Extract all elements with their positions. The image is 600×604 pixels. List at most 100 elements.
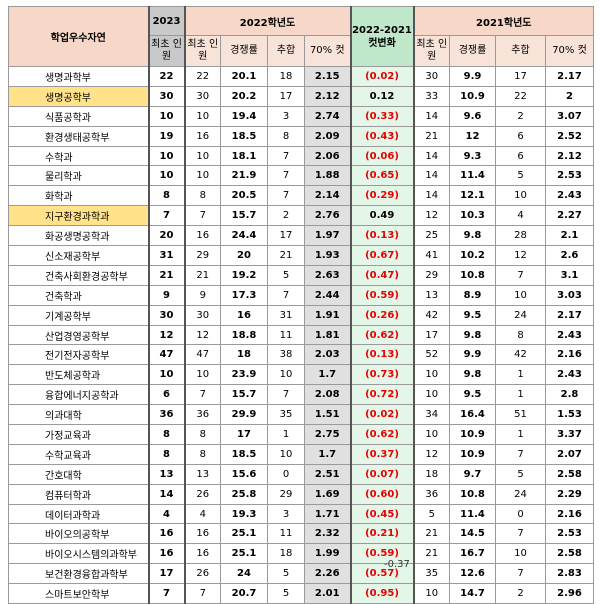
quota-2021-cell: 25 — [413, 225, 450, 247]
competition-2022-cell: 19.3 — [220, 503, 268, 525]
additional-2021-cell: 22 — [495, 85, 546, 107]
quota-2023-cell: 17 — [147, 563, 185, 585]
competition-2022-cell: 20.7 — [220, 583, 268, 604]
quota-2021-cell: 52 — [413, 344, 450, 366]
quota-2023-cell: 21 — [147, 264, 185, 286]
quota-2023-cell: 9 — [147, 284, 185, 306]
k22-header: 70% 컷 — [304, 35, 351, 67]
competition-2022-cell: 15.7 — [220, 205, 268, 227]
competition-2022-cell: 25.8 — [220, 483, 268, 505]
competition-2021-cell: 10.9 — [449, 85, 496, 107]
major-header: 학업우수자연 — [8, 6, 149, 67]
major-cell: 신소재공학부 — [8, 245, 149, 266]
quota-2023-cell: 47 — [147, 344, 185, 366]
quota-2022-cell: 16 — [183, 125, 221, 147]
cut70-2021-cell: 2.43 — [545, 185, 594, 207]
quota-2021-cell: 17 — [413, 324, 450, 346]
cut70-2022-cell: 1.88 — [304, 165, 351, 187]
competition-2022-cell: 18 — [220, 344, 268, 366]
table-body: 생명과학부 22 22 20.1 18 2.15 (0.02) 30 9.9 17 2.17 생명공학… — [8, 66, 594, 604]
competition-2022-cell: 25.1 — [220, 523, 268, 545]
table-row: 환경생태공학부 19 16 18.5 8 2.09 (0.43) 21 12 6 2.52 — [8, 125, 594, 147]
competition-2021-cell: 9.9 — [449, 66, 496, 87]
competition-2022-cell: 18.1 — [220, 145, 268, 167]
additional-2021-cell: 17 — [495, 66, 546, 87]
cut-change-cell: (0.43) — [349, 125, 415, 147]
quota-2021-cell: 34 — [413, 404, 450, 426]
quota-2023-cell: 7 — [147, 583, 185, 604]
additional-2021-cell: 8 — [495, 324, 546, 346]
cut70-2021-cell: 2.8 — [545, 384, 594, 406]
cut70-2022-cell: 2.51 — [304, 463, 351, 485]
cut70-2022-cell: 2.08 — [304, 384, 351, 406]
major-cell: 식품공학과 — [8, 105, 149, 127]
additional-2021-cell: 12 — [495, 245, 546, 266]
additional-2022-cell: 10 — [267, 364, 305, 386]
cut70-2022-cell: 1.51 — [304, 404, 351, 426]
cut70-2021-cell: 2.53 — [545, 523, 594, 545]
table-row: 간호대학 13 13 15.6 0 2.51 (0.07) 18 9.7 5 2.58 — [8, 463, 594, 485]
additional-2021-cell: 2 — [495, 583, 546, 604]
cut70-2021-cell: 2.58 — [545, 543, 594, 565]
table-row: 생명과학부 22 22 20.1 18 2.15 (0.02) 30 9.9 17 2.17 — [8, 66, 594, 87]
table-row: 바이오시스템의과학부 16 16 25.1 18 1.99 (0.59) 21 16.7 10 2.… — [8, 543, 594, 565]
cut-change-cell: (0.72) — [349, 384, 415, 406]
cut70-2021-cell: 2.07 — [545, 443, 594, 465]
cut70-2021-cell: 3.03 — [545, 284, 594, 306]
competition-2021-cell: 16.7 — [449, 543, 496, 565]
quota-2021-cell: 30 — [413, 66, 450, 87]
table-row: 반도체공학과 10 10 23.9 10 1.7 (0.73) 10 9.8 1 2.43 — [8, 364, 594, 386]
table-row: 가정교육과 8 8 17 1 2.75 (0.62) 10 10.9 1 3.37 — [8, 424, 594, 445]
table-row: 산업경영공학부 12 12 18.8 11 1.81 (0.62) 17 9.8 8 2.43 — [8, 324, 594, 346]
additional-2022-cell: 10 — [267, 443, 305, 465]
c22-header: 경쟁률 — [220, 35, 268, 67]
cut70-2021-cell: 2.83 — [545, 563, 594, 585]
quota-2021-cell: 18 — [413, 463, 450, 485]
major-cell: 가정교육과 — [8, 424, 149, 445]
cut-change-cell: (0.59) — [349, 543, 415, 565]
admission-cut-table: 학업우수자연 2023 2022학년도 2022-2021 컷변화 2021학년… — [8, 6, 594, 604]
table-row: 생명공학부 30 30 20.2 17 2.12 0.12 33 10.9 22 2 — [8, 85, 594, 107]
quota-2021-cell: 21 — [413, 125, 450, 147]
quota-2023-cell: 14 — [147, 483, 185, 505]
cut-change-cell: 0.49 — [349, 205, 415, 227]
competition-2021-cell: 9.5 — [449, 384, 496, 406]
major-cell: 화공생명공학과 — [8, 225, 149, 247]
quota-2023-cell: 7 — [147, 205, 185, 227]
major-cell: 수학과 — [8, 145, 149, 167]
a22-header: 추합 — [267, 35, 305, 67]
cut70-2021-cell: 2.52 — [545, 125, 594, 147]
competition-2021-cell: 9.8 — [449, 324, 496, 346]
quota-2023-cell: 10 — [147, 165, 185, 187]
competition-2021-cell: 10.8 — [449, 483, 496, 505]
cut70-2021-cell: 2.58 — [545, 463, 594, 485]
competition-2021-cell: 14.7 — [449, 583, 496, 604]
cut-change-cell: (0.60) — [349, 483, 415, 505]
additional-2021-cell: 10 — [495, 185, 546, 207]
major-cell: 의과대학 — [8, 404, 149, 426]
additional-2021-cell: 4 — [495, 205, 546, 227]
table-row: 건축학과 9 9 17.3 7 2.44 (0.59) 13 8.9 10 3.03 — [8, 284, 594, 306]
quota-2022-cell: 16 — [183, 523, 221, 545]
major-cell: 화학과 — [8, 185, 149, 207]
quota-2022-cell: 12 — [183, 324, 221, 346]
competition-2021-cell: 16.4 — [449, 404, 496, 426]
cut-change-cell: (0.65) — [349, 165, 415, 187]
quota-2022-cell: 7 — [183, 205, 221, 227]
additional-2022-cell: 3 — [267, 503, 305, 525]
table-row: 신소재공학부 31 29 20 21 1.93 (0.67) 41 10.2 12 2.6 — [8, 245, 594, 266]
quota-2021-cell: 10 — [413, 384, 450, 406]
competition-2022-cell: 25.1 — [220, 543, 268, 565]
cut70-2022-cell: 2.32 — [304, 523, 351, 545]
major-cell: 생명과학부 — [8, 66, 149, 87]
major-cell: 수학교육과 — [8, 443, 149, 465]
table-row: 화학과 8 8 20.5 7 2.14 (0.29) 14 12.1 10 2.43 — [8, 185, 594, 207]
cut70-2022-cell: 2.06 — [304, 145, 351, 167]
competition-2022-cell: 19.2 — [220, 264, 268, 286]
cut70-2021-cell: 2 — [545, 85, 594, 107]
cut70-2022-cell: 1.91 — [304, 304, 351, 326]
table-row: 의과대학 36 36 29.9 35 1.51 (0.02) 34 16.4 51 1.53 — [8, 404, 594, 426]
cut-change-cell: (0.62) — [349, 324, 415, 346]
quota-2022-cell: 30 — [183, 304, 221, 326]
quota-2022-cell: 9 — [183, 284, 221, 306]
